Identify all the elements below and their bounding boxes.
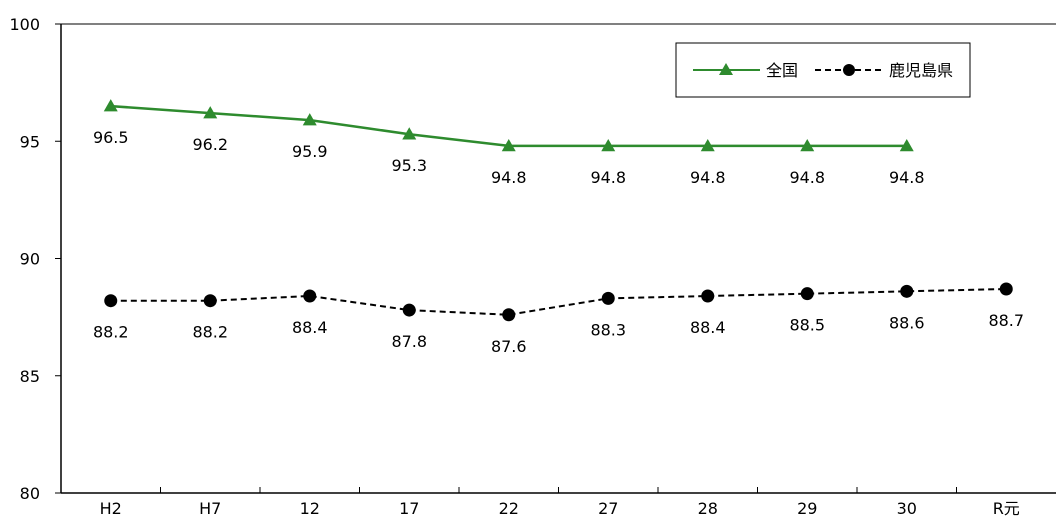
data-label: 94.8 xyxy=(491,168,527,187)
data-point-circle xyxy=(303,289,317,303)
series-line xyxy=(110,288,1007,316)
data-label: 95.9 xyxy=(292,142,328,161)
axes xyxy=(55,23,1056,494)
data-point-triangle xyxy=(700,138,715,152)
data-label: 94.8 xyxy=(789,168,825,187)
x-tick-label: H2 xyxy=(100,499,122,518)
legend-marker-triangle xyxy=(719,63,733,75)
data-point-circle xyxy=(402,303,416,317)
data-point-triangle xyxy=(402,127,417,140)
legend-label: 鹿児島県 xyxy=(889,61,953,80)
y-tick-labels: 80 85 90 95 100 xyxy=(9,15,40,503)
y-tick-label: 90 xyxy=(20,250,40,269)
x-tick-label: 28 xyxy=(698,499,718,518)
data-point-circle xyxy=(900,284,914,298)
data-label: 88.6 xyxy=(889,313,925,332)
x-tick-label: 12 xyxy=(300,499,320,518)
y-tick-label: 80 xyxy=(20,484,40,503)
legend-marker-circle xyxy=(843,64,855,76)
data-point-circle xyxy=(104,294,118,308)
data-point-triangle xyxy=(501,138,516,152)
x-tick-label: 22 xyxy=(499,499,519,518)
data-label: 88.4 xyxy=(690,318,726,337)
data-label: 94.8 xyxy=(590,168,626,187)
legend: 全国 鹿児島県 xyxy=(675,42,971,98)
legend-entry-kagoshima: 鹿児島県 xyxy=(815,61,953,80)
data-label: 88.2 xyxy=(93,323,129,342)
y-tick-label: 85 xyxy=(20,367,40,386)
series-kagoshima: 88.2 88.2 88.4 87.8 87.6 88.3 88.4 88.5 88.6 88.7 xyxy=(93,282,1024,356)
data-label: 95.3 xyxy=(391,156,427,175)
data-point-circle xyxy=(800,287,814,301)
data-label: 88.2 xyxy=(192,323,228,342)
y-tick-label: 100 xyxy=(9,15,40,34)
series-national: 96.5 96.2 95.9 95.3 94.8 94.8 94.8 94.8 94.8 xyxy=(93,99,925,187)
data-label: 87.8 xyxy=(391,332,427,351)
data-point-triangle xyxy=(203,106,218,119)
x-tick-label: 17 xyxy=(399,499,419,518)
data-label: 96.2 xyxy=(192,135,228,154)
x-tick-label: 30 xyxy=(897,499,917,518)
data-point-circle xyxy=(999,282,1013,296)
data-point-triangle xyxy=(800,138,815,152)
data-point-triangle xyxy=(601,138,616,152)
data-point-circle xyxy=(601,291,615,305)
x-tick-label: H7 xyxy=(199,499,221,518)
x-tick-label: R元 xyxy=(993,499,1020,518)
data-label: 87.6 xyxy=(491,337,527,356)
data-label: 88.5 xyxy=(789,316,825,335)
legend-label: 全国 xyxy=(766,61,798,80)
data-point-circle xyxy=(502,308,516,322)
x-tick-labels: H2 H7 12 17 22 27 28 29 30 R元 xyxy=(100,499,1020,518)
series-layer: 96.5 96.2 95.9 95.3 94.8 94.8 94.8 94.8 94.8 88.2… xyxy=(93,99,1024,356)
data-label: 88.3 xyxy=(590,320,626,339)
y-tick-label: 95 xyxy=(20,132,40,151)
legend-entry-national: 全国 xyxy=(693,61,798,80)
x-tick-label: 29 xyxy=(797,499,817,518)
data-point-triangle xyxy=(302,113,317,126)
data-point-triangle xyxy=(103,99,118,112)
data-point-circle xyxy=(203,294,217,308)
x-tick-label: 27 xyxy=(598,499,618,518)
data-point-triangle xyxy=(899,138,914,152)
data-point-circle xyxy=(701,289,715,303)
data-label: 94.8 xyxy=(889,168,925,187)
data-label: 96.5 xyxy=(93,128,129,147)
data-label: 88.4 xyxy=(292,318,328,337)
data-label: 88.7 xyxy=(988,311,1024,330)
data-label: 94.8 xyxy=(690,168,726,187)
